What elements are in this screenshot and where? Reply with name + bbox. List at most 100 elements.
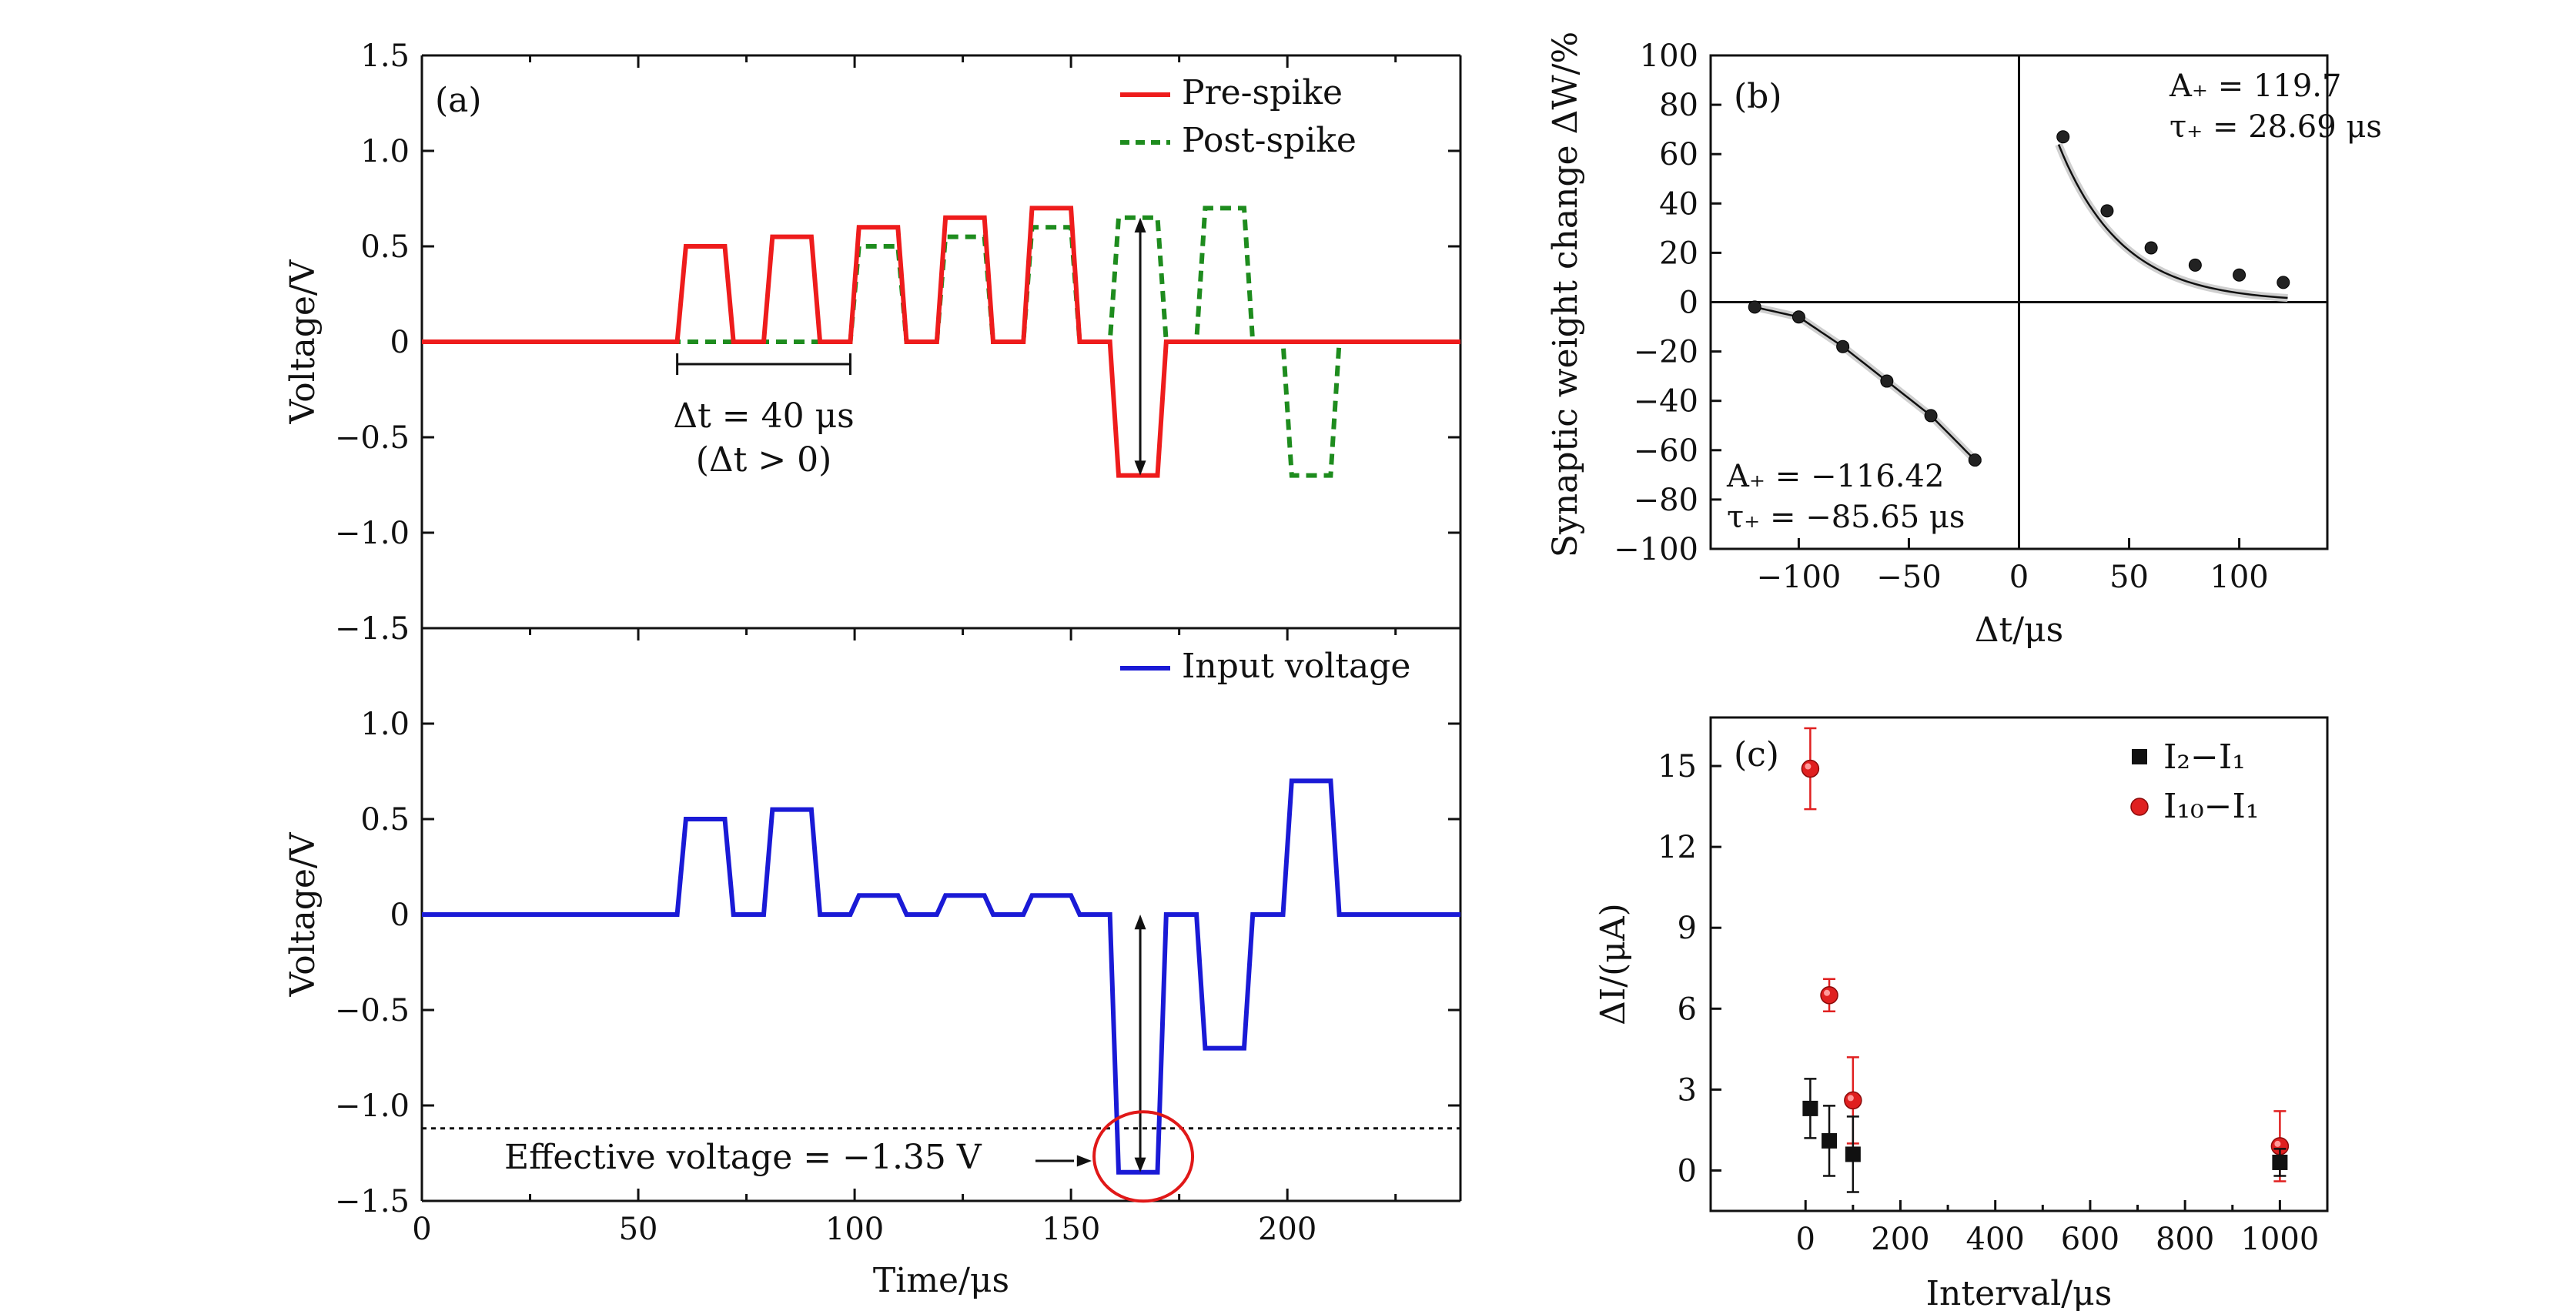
y-tick-label: −0.5 <box>335 993 410 1028</box>
y-tick-label: 40 <box>1659 186 1698 222</box>
fit-annotation-positive-A: A₊ = 119.7 <box>2169 69 2341 104</box>
fit-annotation-negative-A: A₊ = −116.42 <box>1726 459 1944 494</box>
x-tick-label: 0 <box>2009 560 2029 595</box>
y-tick-label: 0.5 <box>360 229 410 265</box>
data-point-positive <box>2188 258 2202 272</box>
y-tick-label: −40 <box>1634 384 1698 420</box>
y-tick-label: −100 <box>1614 532 1698 567</box>
y-tick-label: −1.0 <box>335 516 410 551</box>
y-tick-label: −80 <box>1634 483 1698 518</box>
x-tick-label: 0 <box>1796 1222 1815 1257</box>
x-tick-label: 800 <box>2156 1222 2214 1257</box>
legend-label: Input voltage <box>1182 647 1410 686</box>
y-tick-label: 1.5 <box>360 38 410 74</box>
data-point-positive <box>2277 276 2290 289</box>
y-tick-label: 1.0 <box>360 707 410 742</box>
data-point-highlight <box>1805 763 1812 770</box>
y-tick-label: 100 <box>1640 38 1698 74</box>
data-point-negative <box>1836 339 1850 353</box>
y-tick-label: −1.5 <box>335 1184 410 1219</box>
y-axis-label: Voltage/V <box>283 259 323 424</box>
panel-label: (b) <box>1734 77 1782 116</box>
fit-curve-negative <box>1750 305 1980 466</box>
legend-label: I₂−I₁ <box>2163 737 2246 777</box>
data-point-highlight <box>1847 1095 1854 1102</box>
data-point-highlight <box>2274 1140 2281 1147</box>
data-point-negative <box>1791 310 1805 324</box>
arrow-head <box>1076 1155 1092 1167</box>
legend-label: Post-spike <box>1182 121 1357 160</box>
y-axis-label: Voltage/V <box>283 831 323 997</box>
x-axis-label: Δt/μs <box>1975 610 2063 650</box>
y-axis-label: Synaptic weight change ΔW/% <box>1546 32 1585 557</box>
panel-a-top: 1.5 1.0 0.5 0 −0.5 −1.0 −1.5 Voltage/V (a) Pre-sp… <box>283 38 1462 647</box>
data-point-circle <box>1820 986 1838 1005</box>
y-tick-label: 0 <box>390 325 410 360</box>
data-point-positive <box>2144 241 2158 255</box>
fit-band-negative <box>1749 302 1982 467</box>
effective-voltage-label: Effective voltage = −1.35 V <box>504 1138 982 1177</box>
y-tick-label: 3 <box>1678 1072 1697 1108</box>
data-point-square <box>2272 1154 2288 1170</box>
plot-frame <box>1709 716 2329 1212</box>
legend-label: I₁₀−I₁ <box>2163 787 2260 826</box>
panel-a-bottom: 1.51.00.50−0.5−1.0−1.50 50 100 150 200Time/μ… <box>283 611 1462 1300</box>
panel-b: 100 80 60 40 20 0 −20 −40 −60 −80 −100 −100 −50 0 50 10… <box>1546 32 2382 650</box>
y-tick-label: 1.0 <box>360 134 410 169</box>
fit-band-positive <box>2055 142 2288 302</box>
legend-label: Pre-spike <box>1182 73 1343 112</box>
y-tick-label: 0 <box>390 898 410 933</box>
data-point-square <box>1822 1132 1838 1149</box>
x-tick-label: 50 <box>619 1212 658 1247</box>
data-point-positive <box>2233 268 2246 282</box>
y-tick-label: −1.5 <box>335 611 410 647</box>
y-tick-label: 20 <box>1659 236 1698 271</box>
data-point-negative <box>1748 300 1761 314</box>
x-tick-label: 150 <box>1042 1212 1100 1247</box>
x-axis-label: Time/μs <box>873 1261 1009 1300</box>
series-line-pre-spike <box>422 206 1460 478</box>
x-tick-label: 50 <box>2109 560 2149 595</box>
data-point-positive <box>2056 130 2070 144</box>
data-point-highlight <box>1824 989 1831 996</box>
fit-annotation-positive-tau: τ₊ = 28.69 μs <box>2170 109 2382 145</box>
x-tick-label: 200 <box>1258 1212 1316 1247</box>
data-point-square <box>1802 1100 1818 1116</box>
fit-curve-positive <box>2057 144 2288 299</box>
y-tick-label: −20 <box>1634 335 1698 370</box>
delta-t-condition: (Δt > 0) <box>696 440 832 480</box>
data-point-negative <box>1968 453 1982 467</box>
x-axis-label: Interval/μs <box>1926 1274 2113 1311</box>
y-tick-label: −1.0 <box>335 1089 410 1124</box>
y-tick-label: 1.5 <box>360 611 410 647</box>
arrow-head <box>1134 460 1146 476</box>
arrow-head <box>1134 915 1146 930</box>
x-tick-label: 200 <box>1871 1222 1929 1257</box>
delta-t-label: Δt = 40 μs <box>673 396 854 436</box>
y-tick-label: 0 <box>1678 1153 1697 1189</box>
data-point-circle <box>1844 1091 1862 1110</box>
highlight-circle <box>1092 1110 1195 1203</box>
y-tick-label: 12 <box>1658 830 1697 865</box>
legend-swatch-circle <box>2130 798 2149 816</box>
x-tick-label: 1000 <box>2240 1222 2319 1257</box>
data-point-circle <box>1801 759 1820 778</box>
y-tick-label: 9 <box>1678 911 1697 946</box>
data-point-positive <box>2100 204 2114 218</box>
y-tick-label: 15 <box>1658 749 1697 784</box>
y-tick-label: 60 <box>1659 137 1698 172</box>
series-line-input-voltage <box>422 778 1460 1175</box>
y-tick-label: 80 <box>1659 88 1698 123</box>
panel-c: 0 3 6 9 12 15 0 200 400 600 800 1000 Interval/μs ΔI/(… <box>1594 716 2329 1311</box>
y-tick-label: 0.5 <box>360 802 410 838</box>
fit-annotation-negative-tau: τ₊ = −85.65 μs <box>1727 500 1965 535</box>
x-tick-label: 600 <box>2061 1222 2119 1257</box>
data-point-square <box>1845 1146 1861 1162</box>
x-tick-label: 400 <box>1966 1222 2025 1257</box>
x-tick-label: −100 <box>1756 560 1841 595</box>
x-tick-label: 100 <box>2210 560 2268 595</box>
y-tick-label: 6 <box>1678 992 1697 1027</box>
y-axis-label: ΔI/(μA) <box>1594 903 1633 1025</box>
y-tick-label: −60 <box>1634 433 1698 469</box>
